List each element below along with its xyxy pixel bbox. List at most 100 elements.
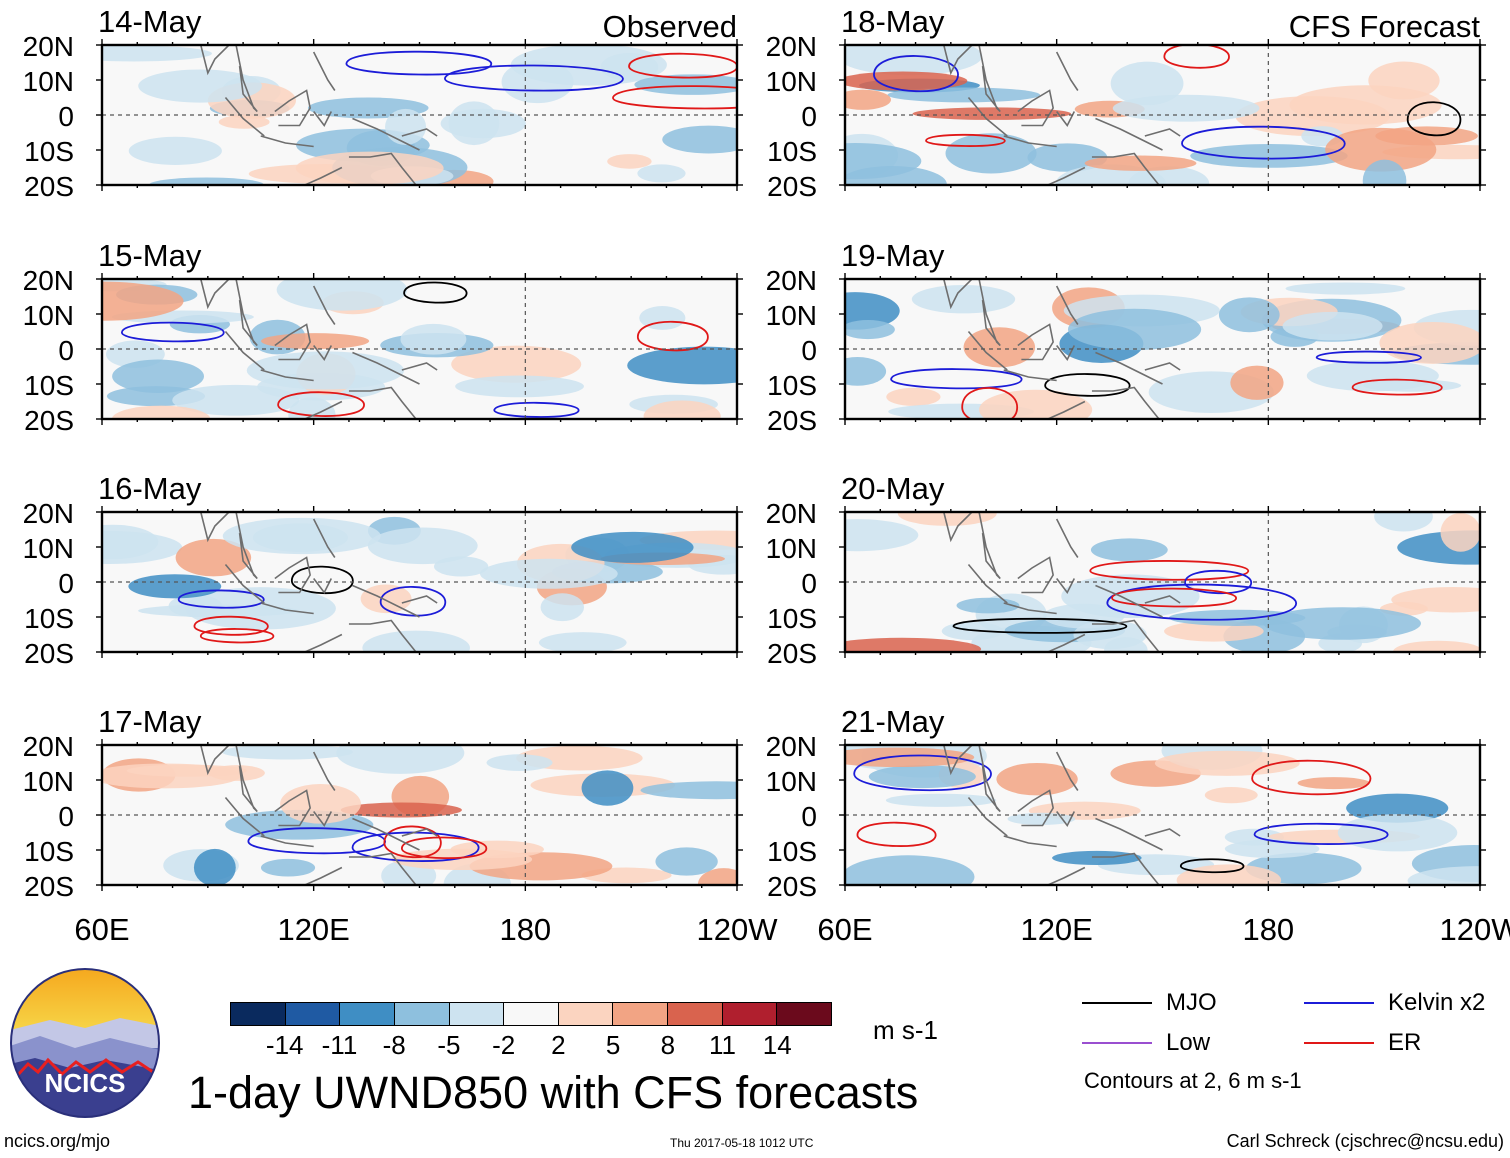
anomaly-cell (697, 868, 737, 885)
anomaly-cell (845, 292, 900, 330)
anomaly-cell (886, 387, 941, 406)
map-panel-14-May: 20N 10N 0 10S 20S 14-May Observed (23, 4, 743, 202)
anomaly-cell (451, 345, 582, 383)
colorbar-swatch (722, 1003, 778, 1025)
anomaly-cell (185, 587, 336, 630)
coastline (1055, 51, 1079, 91)
coastline (312, 751, 336, 791)
lat-tick-label: 20S (767, 171, 817, 202)
lat-tick-label: 10S (24, 370, 74, 401)
colorbar-tick-label: -11 (321, 1030, 358, 1060)
lat-tick-label: 0 (58, 101, 74, 132)
lon-tick-label: 180 (499, 912, 551, 947)
lat-tick-label: 20N (766, 498, 817, 529)
coastline (302, 166, 343, 185)
lat-tick-label: 10S (767, 370, 817, 401)
lat-tick-label: 20S (24, 871, 74, 902)
coastline (1003, 135, 1057, 148)
coastline (313, 111, 333, 128)
lat-tick-label: 20N (23, 731, 74, 762)
coastline (401, 362, 438, 371)
anomaly-cell (362, 630, 470, 652)
colorbar-swatch (340, 1003, 395, 1025)
colorbar-tick-label: 11 (709, 1030, 737, 1060)
lat-tick-label: 10N (23, 66, 74, 97)
anomaly-cell (246, 351, 405, 390)
anomaly-cell (1110, 61, 1184, 106)
anomaly-cell (571, 531, 694, 563)
anomaly-cell (336, 745, 465, 774)
contour-line (925, 133, 1006, 147)
panel-date: 17-May (98, 704, 202, 739)
anomaly-cell (455, 375, 584, 398)
anomaly-cell (845, 747, 975, 768)
coastline (1091, 152, 1160, 185)
coastline (200, 745, 230, 776)
coastline (967, 96, 1008, 137)
colorbar-tick-label: 14 (762, 1030, 792, 1060)
anomaly-cell (102, 281, 184, 321)
anomaly-cell (581, 770, 634, 806)
lat-tick-label: 10S (24, 136, 74, 167)
lat-tick-label: 10S (767, 136, 817, 167)
lat-tick-label: 20S (767, 871, 817, 902)
anomaly-cell (112, 359, 205, 393)
anomaly-cell (1052, 850, 1142, 866)
coastline (978, 45, 1001, 113)
lat-tick-label: 20N (766, 265, 817, 296)
anomaly-cell (222, 517, 381, 555)
coastline (1017, 789, 1054, 827)
anomaly-cell (1007, 812, 1076, 826)
anomaly-cell (1297, 777, 1370, 790)
lat-tick-label: 10S (767, 836, 817, 867)
coastline (401, 595, 438, 604)
coastline (260, 369, 314, 382)
coastline (348, 152, 417, 185)
anomaly-cell (845, 519, 919, 552)
contour-line (177, 589, 265, 609)
coastline (1091, 852, 1160, 885)
lat-tick-label: 10N (766, 533, 817, 564)
legend-item: ER (1304, 1025, 1421, 1061)
anomaly-cell (845, 855, 975, 885)
anomaly-cell (1112, 94, 1260, 122)
contour-note: Contours at 2, 6 m s-1 (1084, 1068, 1302, 1093)
coastline (1144, 128, 1181, 137)
legend-swatch (1082, 1002, 1152, 1004)
anomaly-cell (963, 327, 1036, 368)
anomaly-cell (634, 74, 737, 95)
coastline (274, 323, 311, 361)
contour-line (1251, 759, 1372, 796)
anomaly-cell (897, 512, 997, 526)
coastline (1045, 166, 1086, 185)
figure-title: 1-day UWND850 with CFS forecasts (188, 1067, 919, 1118)
anomaly-cell (1285, 282, 1406, 295)
coastline (200, 279, 230, 310)
colorbar-swatch (231, 1003, 286, 1025)
anomaly-cell (400, 323, 467, 355)
anomaly-cell (912, 107, 1072, 120)
anomaly-cell (911, 284, 1016, 314)
contour-line (1089, 560, 1250, 581)
coastline (235, 45, 258, 113)
coastline (1095, 817, 1163, 851)
coastline (1055, 751, 1079, 791)
anomaly-cell (175, 538, 252, 577)
contour-line (628, 52, 737, 79)
coastline (1095, 351, 1163, 385)
coastline (1056, 45, 1058, 46)
anomaly-cell (385, 108, 427, 146)
coastline (352, 817, 420, 851)
ncics-logo: NCICS (10, 968, 160, 1118)
contour-line (961, 387, 1019, 419)
anomaly-cell (450, 840, 544, 859)
anomaly-cell (1190, 144, 1348, 168)
coastline (1055, 285, 1079, 325)
anomaly-cell (440, 108, 526, 139)
lat-tick-label: 10S (24, 603, 74, 634)
site-url[interactable]: ncics.org/mjo (4, 1131, 111, 1151)
anomaly-cell (627, 346, 737, 385)
contour-legend: MJO Kelvin x2 Low ER (1082, 985, 1502, 1105)
anomaly-cell (222, 745, 353, 760)
map-panel-16-May: 20N 10N 0 10S 20S 16-May (23, 471, 743, 669)
